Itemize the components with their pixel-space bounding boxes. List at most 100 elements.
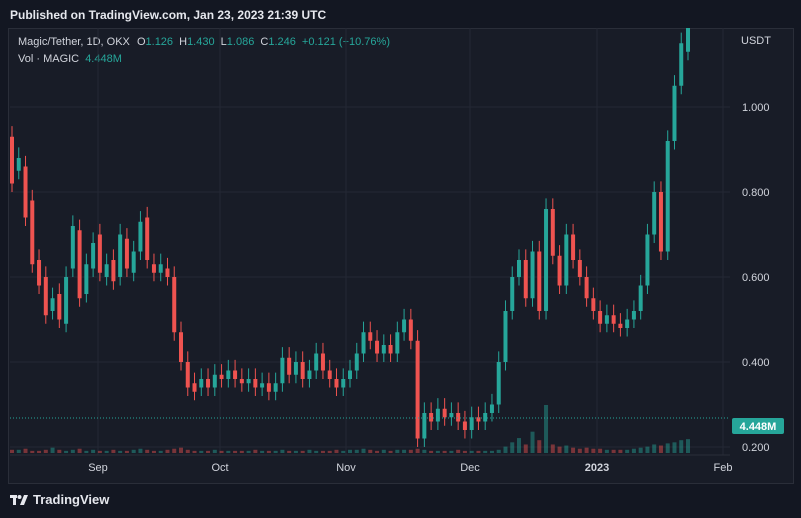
- candle: [293, 362, 298, 375]
- candle: [97, 234, 102, 273]
- volume-bar: [246, 450, 251, 453]
- candle: [375, 340, 380, 354]
- volume-bar: [23, 448, 28, 453]
- volume-bar: [645, 446, 650, 453]
- volume-label: Vol · MAGIC: [18, 53, 80, 65]
- candle: [50, 298, 55, 311]
- candle: [388, 345, 393, 354]
- candle: [131, 251, 136, 273]
- volume-bar: [658, 445, 663, 453]
- volume-bar: [462, 450, 467, 453]
- volume-bar: [104, 450, 109, 453]
- volume-bar: [537, 440, 542, 453]
- volume-bar: [300, 450, 305, 453]
- volume-bar: [665, 443, 670, 453]
- x-tick-label: Feb: [714, 462, 733, 474]
- candle: [266, 383, 271, 392]
- volume-bar: [212, 449, 217, 453]
- candle: [124, 238, 129, 269]
- volume-bar: [469, 450, 474, 453]
- candle: [672, 85, 677, 141]
- candle: [64, 277, 69, 324]
- candle: [571, 234, 576, 260]
- low-value: 1.086: [226, 36, 255, 48]
- volume-bar: [496, 449, 501, 453]
- volume-bar: [91, 449, 96, 453]
- volume-bar: [544, 405, 549, 453]
- volume-bar: [165, 449, 170, 453]
- candle: [30, 200, 35, 265]
- volume-bar: [564, 445, 569, 453]
- volume-bar: [631, 448, 636, 453]
- candle: [226, 370, 231, 379]
- y-tick-label: 0.800: [742, 187, 770, 199]
- candle: [679, 43, 684, 86]
- volume-bar: [348, 449, 352, 453]
- candle: [469, 417, 474, 430]
- candle: [212, 374, 217, 388]
- y-tick-label: 0.600: [742, 272, 770, 284]
- volume-bar: [179, 447, 183, 453]
- volume-bar: [118, 450, 123, 453]
- candle: [199, 379, 204, 388]
- candle: [408, 319, 413, 341]
- volume-bar: [341, 450, 346, 453]
- volume-bar: [314, 450, 319, 453]
- candle: [273, 383, 278, 392]
- candle: [341, 379, 346, 388]
- volume-bar: [239, 450, 244, 453]
- volume-bar: [375, 450, 380, 453]
- candle: [253, 379, 258, 388]
- candle: [537, 251, 542, 311]
- candle: [517, 260, 521, 277]
- axis-unit: USDT: [741, 35, 771, 47]
- volume-bar: [172, 448, 177, 453]
- candle: [577, 260, 582, 277]
- candle: [57, 294, 62, 320]
- candle: [625, 319, 630, 328]
- candle: [544, 209, 549, 311]
- candle: [77, 230, 82, 299]
- volume-bar: [30, 450, 35, 453]
- candle: [219, 374, 224, 379]
- volume-bar: [64, 450, 69, 453]
- volume-bar: [151, 450, 156, 453]
- volume-bar: [131, 449, 136, 453]
- candle: [422, 413, 427, 439]
- candle: [395, 332, 400, 354]
- volume-bar: [158, 450, 163, 453]
- candle: [638, 285, 643, 311]
- volume-bar: [320, 450, 325, 453]
- candle: [442, 408, 447, 418]
- y-tick-label: 0.200: [742, 442, 770, 454]
- volume-bar: [395, 449, 400, 453]
- volume-bar: [77, 448, 82, 453]
- candle: [172, 277, 177, 333]
- volume-bar: [307, 449, 312, 453]
- candle: [246, 379, 251, 384]
- volume-bar: [510, 442, 515, 453]
- volume-bar: [50, 447, 55, 453]
- price-chart[interactable]: 1.4001.2001.0000.8000.6000.4000.200SepOc…: [8, 28, 794, 484]
- volume-bar: [679, 440, 684, 453]
- x-tick-label: Dec: [460, 462, 480, 474]
- candle: [598, 311, 603, 324]
- candle: [361, 332, 366, 354]
- candle: [145, 217, 150, 260]
- candle: [618, 323, 623, 328]
- volume-bar: [503, 446, 508, 453]
- candle: [368, 332, 373, 341]
- volume-bar: [686, 439, 690, 453]
- candle: [557, 255, 562, 286]
- volume-bar: [408, 449, 413, 453]
- volume-bar: [435, 450, 440, 453]
- volume-bar: [43, 449, 48, 453]
- volume-bar: [638, 447, 643, 453]
- candle: [429, 413, 434, 422]
- volume-bar: [280, 449, 285, 453]
- tradingview-logo-icon: [10, 494, 28, 505]
- candle: [260, 383, 265, 388]
- candle: [23, 166, 28, 218]
- candle: [165, 268, 170, 277]
- volume-bar: [273, 450, 278, 453]
